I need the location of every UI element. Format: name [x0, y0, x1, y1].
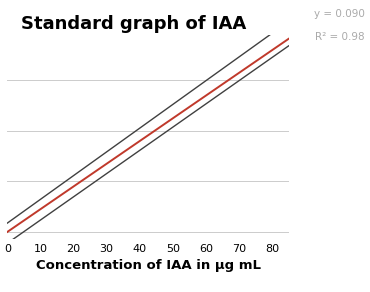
- Text: Standard graph of IAA: Standard graph of IAA: [21, 15, 247, 34]
- X-axis label: Concentration of IAA in μg mL: Concentration of IAA in μg mL: [36, 259, 260, 272]
- Text: R² = 0.98: R² = 0.98: [315, 32, 364, 42]
- Text: y = 0.090: y = 0.090: [314, 9, 364, 19]
